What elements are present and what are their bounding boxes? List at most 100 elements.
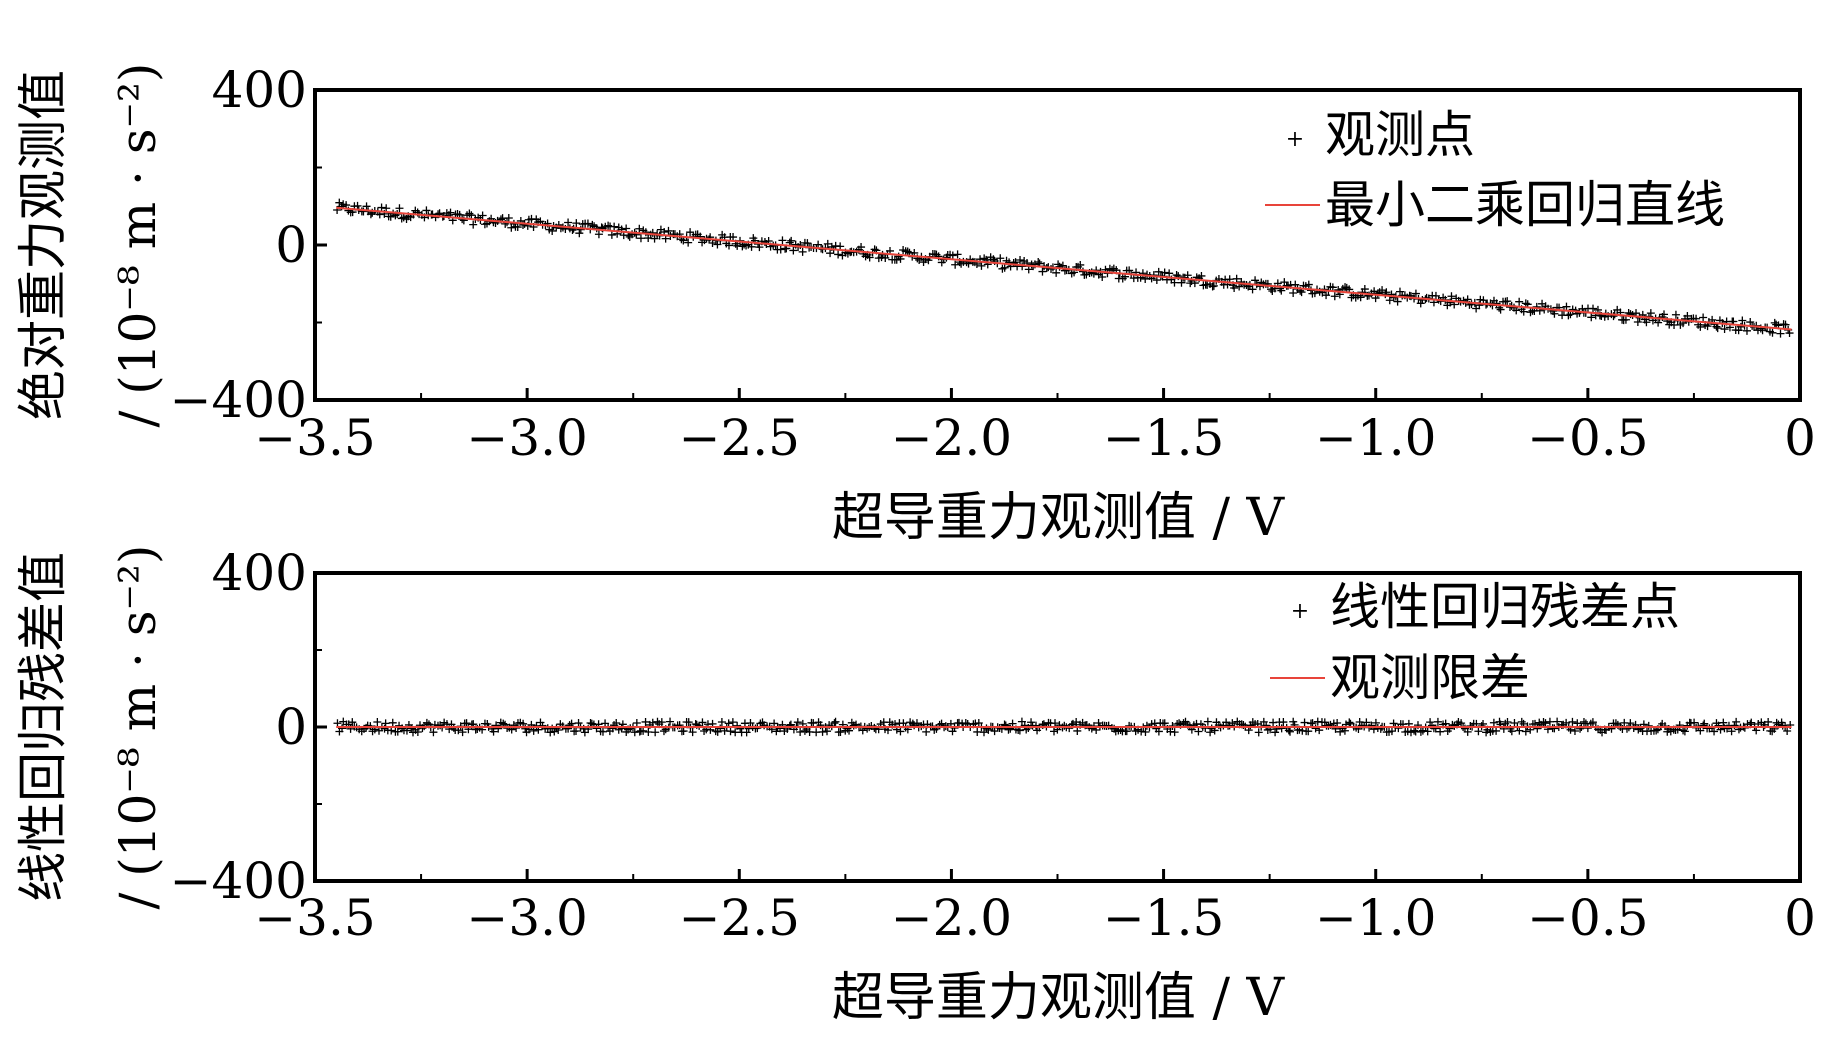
data-point xyxy=(592,724,601,733)
data-point xyxy=(1165,269,1174,278)
data-point xyxy=(598,727,607,736)
data-point xyxy=(393,727,402,736)
data-point xyxy=(922,727,931,736)
data-point xyxy=(1038,267,1047,276)
data-point xyxy=(1489,718,1498,727)
data-point xyxy=(823,239,832,248)
data-point xyxy=(1334,285,1343,294)
data-point xyxy=(1027,718,1036,727)
x-tick-label: −3.0 xyxy=(466,409,587,467)
data-point xyxy=(1660,310,1668,319)
data-point xyxy=(664,226,673,235)
data-point xyxy=(659,727,668,736)
data-point xyxy=(953,250,962,259)
data-point xyxy=(1512,306,1521,315)
data-point xyxy=(1426,718,1435,727)
data-point xyxy=(469,220,478,229)
data-point xyxy=(865,253,874,262)
data-point xyxy=(489,727,498,736)
legend-marker-plus: + xyxy=(1291,599,1309,624)
data-point xyxy=(1526,308,1535,317)
data-point xyxy=(635,224,644,233)
data-point xyxy=(612,718,621,727)
data-point xyxy=(1098,272,1107,281)
data-point xyxy=(1433,717,1442,726)
data-point xyxy=(787,236,796,245)
data-point xyxy=(529,726,538,735)
data-point xyxy=(1154,727,1163,736)
data-point xyxy=(546,728,555,737)
plot-area-frame xyxy=(313,88,1802,402)
data-point xyxy=(1304,280,1313,289)
data-point xyxy=(462,719,471,728)
x-axis-label: 超导重力观测值 / V xyxy=(832,968,1286,1028)
regression-line xyxy=(336,206,1792,331)
data-point xyxy=(333,719,342,728)
y-tick-label: 400 xyxy=(212,61,307,119)
data-point xyxy=(686,228,695,237)
data-point xyxy=(564,218,573,227)
data-point xyxy=(1587,313,1596,322)
y-axis-label-line2: / (10⁻⁸ m · s⁻²) xyxy=(109,545,167,910)
data-point xyxy=(1503,297,1512,306)
data-point xyxy=(1320,718,1329,727)
data-point xyxy=(728,718,737,727)
data-point xyxy=(1394,724,1403,733)
x-tick-label: 0 xyxy=(1784,889,1816,947)
data-point xyxy=(574,719,583,728)
data-point xyxy=(1300,718,1309,727)
x-tick-label: −2.5 xyxy=(679,409,800,467)
data-point xyxy=(1696,322,1705,331)
legend: + 观测点 最小二乘回归直线 xyxy=(1265,106,1725,234)
data-point xyxy=(1683,311,1692,320)
data-point xyxy=(1371,718,1380,727)
data-point xyxy=(1016,256,1025,265)
data-point xyxy=(1170,278,1179,287)
data-point xyxy=(422,206,431,215)
data-point xyxy=(1579,717,1588,726)
data-point xyxy=(348,718,357,727)
data-point xyxy=(753,724,762,733)
x-tick-label: −2.0 xyxy=(891,409,1012,467)
data-point xyxy=(1710,727,1719,736)
data-point xyxy=(1360,285,1369,294)
data-point xyxy=(575,229,584,238)
y-axis-label: 绝对重力观测值 xyxy=(14,70,72,420)
data-point xyxy=(1742,326,1751,335)
data-point xyxy=(729,233,738,242)
data-point xyxy=(1304,727,1313,736)
data-point xyxy=(1203,717,1212,726)
data-point xyxy=(1768,328,1777,337)
data-point xyxy=(977,261,986,270)
data-point xyxy=(1764,717,1773,726)
data-point xyxy=(982,724,991,733)
data-point xyxy=(1160,719,1169,728)
data-point xyxy=(362,202,371,211)
data-point xyxy=(1031,721,1040,730)
data-point xyxy=(1746,318,1755,327)
data-point xyxy=(834,250,843,259)
data-point xyxy=(1411,289,1420,298)
data-point xyxy=(746,718,755,727)
data-point xyxy=(1747,718,1756,727)
data-point xyxy=(755,243,764,252)
data-point xyxy=(996,254,1005,263)
data-point xyxy=(1356,293,1365,302)
data-point xyxy=(610,222,619,231)
data-point xyxy=(1001,721,1010,730)
data-point xyxy=(1492,299,1501,308)
data-point xyxy=(1051,719,1060,728)
data-point xyxy=(1177,278,1186,287)
data-point xyxy=(1474,727,1483,736)
data-point xyxy=(604,221,613,230)
data-point xyxy=(513,223,522,232)
data-point xyxy=(512,724,521,733)
data-point xyxy=(518,220,527,229)
y-ticks: 400 0 −400 xyxy=(170,544,327,910)
data-point xyxy=(1609,312,1618,321)
data-point xyxy=(974,718,983,727)
y-axis-label-line2: / (10⁻⁸ m · s⁻²) xyxy=(109,63,167,428)
data-point xyxy=(1362,718,1371,727)
data-point xyxy=(465,209,474,218)
